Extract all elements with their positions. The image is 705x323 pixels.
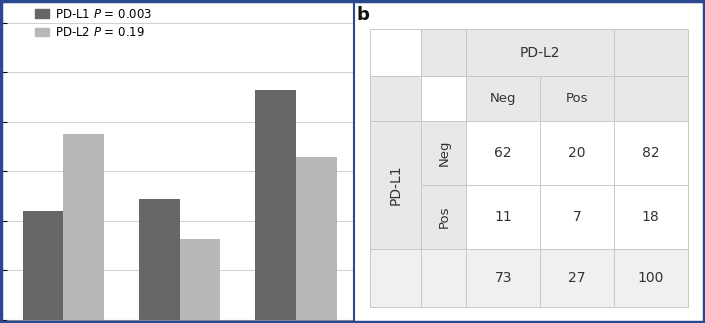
Text: 73: 73 [494,271,512,285]
Legend: PD-L1 $P$ = 0.003, PD-L2 $P$ = 0.19: PD-L1 $P$ = 0.003, PD-L2 $P$ = 0.19 [30,3,157,44]
Text: 7: 7 [572,210,582,224]
Bar [63,134,104,320]
Text: b: b [356,6,369,25]
Bar [255,90,296,320]
Text: 11: 11 [494,210,512,224]
Text: 100: 100 [637,271,664,285]
Text: PD-L1: PD-L1 [388,164,403,205]
Text: 20: 20 [568,146,586,160]
Text: Pos: Pos [566,92,588,105]
Text: 18: 18 [642,210,660,224]
Bar [180,239,221,320]
Text: Neg: Neg [437,140,450,166]
Bar [296,157,337,320]
Text: 62: 62 [494,146,512,160]
Text: PD-L2: PD-L2 [520,46,560,60]
Text: Pos: Pos [437,205,450,228]
Bar [139,199,180,320]
Text: Neg: Neg [490,92,517,105]
Text: 82: 82 [642,146,660,160]
Bar [23,211,63,320]
Text: 27: 27 [568,271,586,285]
